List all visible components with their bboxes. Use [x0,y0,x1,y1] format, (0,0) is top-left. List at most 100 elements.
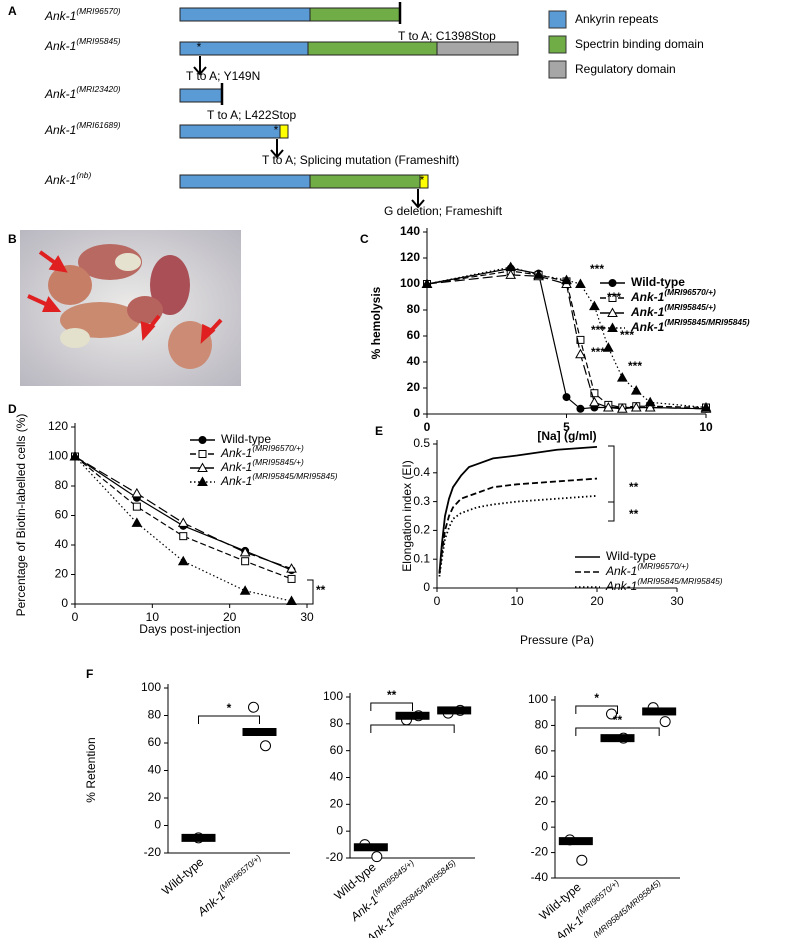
legend-label: Wild-type [606,549,656,563]
marker [576,404,585,413]
marker [286,563,297,573]
marker [239,585,251,595]
mean-bar [242,728,277,736]
significance: *** [620,328,634,342]
y-tick-label: -20 [531,845,549,859]
mutation-annotation: T to A; Splicing mutation (Frameshift) [262,153,459,167]
legend-label-sup: (MRI95845/MRI95845) [664,317,749,327]
panel-label: C [360,232,369,246]
x-tick-label: Ank-1(MRI95845/+) [345,858,420,925]
x-tick-label-base: Wild-type [159,855,207,898]
construct-name: Ank-1(MRI61689) [44,120,121,137]
legend-label-sup: (MRI96570/+) [664,287,716,297]
y-tick-label: 100 [141,680,161,694]
data-point [248,701,259,713]
bracket [608,445,615,503]
y-tick-label: 20 [55,567,69,581]
y-tick-label: 20 [330,797,344,811]
y-tick-label: 0 [541,819,548,833]
construct-name: Ank-1(MRI96570) [44,6,121,23]
y-tick-label: 100 [48,449,68,463]
legend-label: Ank-1(MRI95845/+) [630,302,716,319]
marker [630,385,642,395]
marker [616,403,628,413]
panel-label: D [8,402,17,416]
pup [150,255,190,315]
series-line [74,456,292,602]
construct-name: Ank-1(nb) [44,170,91,187]
y-tick-label: 0.2 [413,523,430,537]
domain [419,174,429,189]
legend-label: Ank-1(MRI95845/MRI95845) [220,471,338,488]
marker [608,279,617,287]
series-line [438,477,598,574]
y-tick-label: 0.1 [413,551,430,565]
marker [239,546,251,557]
marker [198,436,207,444]
bracket [370,724,455,733]
mutation-annotation: T to A; C1398Stop [398,29,496,43]
legend-label-base: Wild-type [631,275,685,289]
significance: ** [629,480,639,494]
data-point [371,851,383,863]
y-axis-label: % Retention [84,737,98,802]
construct-name-base: Ank-1 [44,9,76,23]
domain [309,174,421,189]
pup [48,265,92,305]
y-tick-label: 140 [400,224,420,238]
x-tick-label: 20 [223,610,237,624]
mean-bar [600,734,635,743]
marker [287,574,296,583]
legend-label: Ank-1(MRI96570/+) [605,561,689,578]
marker [602,401,614,412]
legend-label: Spectrin binding domain [575,37,704,51]
x-tick-label: 0 [424,420,431,434]
significance: ** [613,713,623,727]
y-tick-label: 20 [407,380,421,394]
y-tick-label: 40 [55,537,69,551]
arrow-head [270,149,284,159]
marker [533,269,544,279]
legend-label: Ank-1(MRI95845/MRI95845) [605,576,723,593]
milk-spot [60,328,90,348]
marker [607,322,618,332]
y-tick-label: 0 [336,823,343,837]
y-tick-label: 0 [423,580,430,594]
significance: *** [590,262,604,276]
marker [644,401,656,412]
photo [20,230,241,386]
y-tick-label: 120 [400,250,420,264]
bracket [307,579,314,605]
significance: *** [628,359,642,373]
y-tick-label: -40 [531,870,549,884]
legend-label-sup: (MRI95845/+) [252,457,304,467]
mutation-star: * [197,40,202,54]
y-tick-label: 120 [48,419,68,433]
legend-label-base: Ank-1 [220,460,252,474]
y-tick-label: 40 [535,768,549,782]
marker [177,517,189,527]
y-tick-label: 60 [55,508,69,522]
legend-label-base: Ank-1 [605,579,637,593]
domain [309,7,401,22]
construct-name-base: Ank-1 [44,87,76,101]
y-axis-label: Percentage of Biotin-labelled cells (%) [14,414,28,617]
y-tick-label: -20 [144,845,162,859]
bracket [575,705,618,714]
mutation-annotation: G deletion; Frameshift [384,204,503,218]
panel-label: F [86,667,93,681]
marker [590,389,599,398]
y-tick-label: 60 [535,743,549,757]
bracket [370,702,413,711]
legend-label-sup: (MRI96570/+) [637,561,689,571]
marker [607,307,618,317]
significance: ** [316,583,326,597]
construct-name-base: Ank-1 [44,173,76,187]
domain [436,41,519,56]
legend-label-base: Ank-1 [220,474,252,488]
construct-name-sup: (MRI95845) [76,36,120,46]
y-axis-label: Elongation index (EI) [400,460,414,571]
domain [179,88,223,103]
marker [589,300,600,311]
y-tick-label: 0.5 [413,436,430,450]
